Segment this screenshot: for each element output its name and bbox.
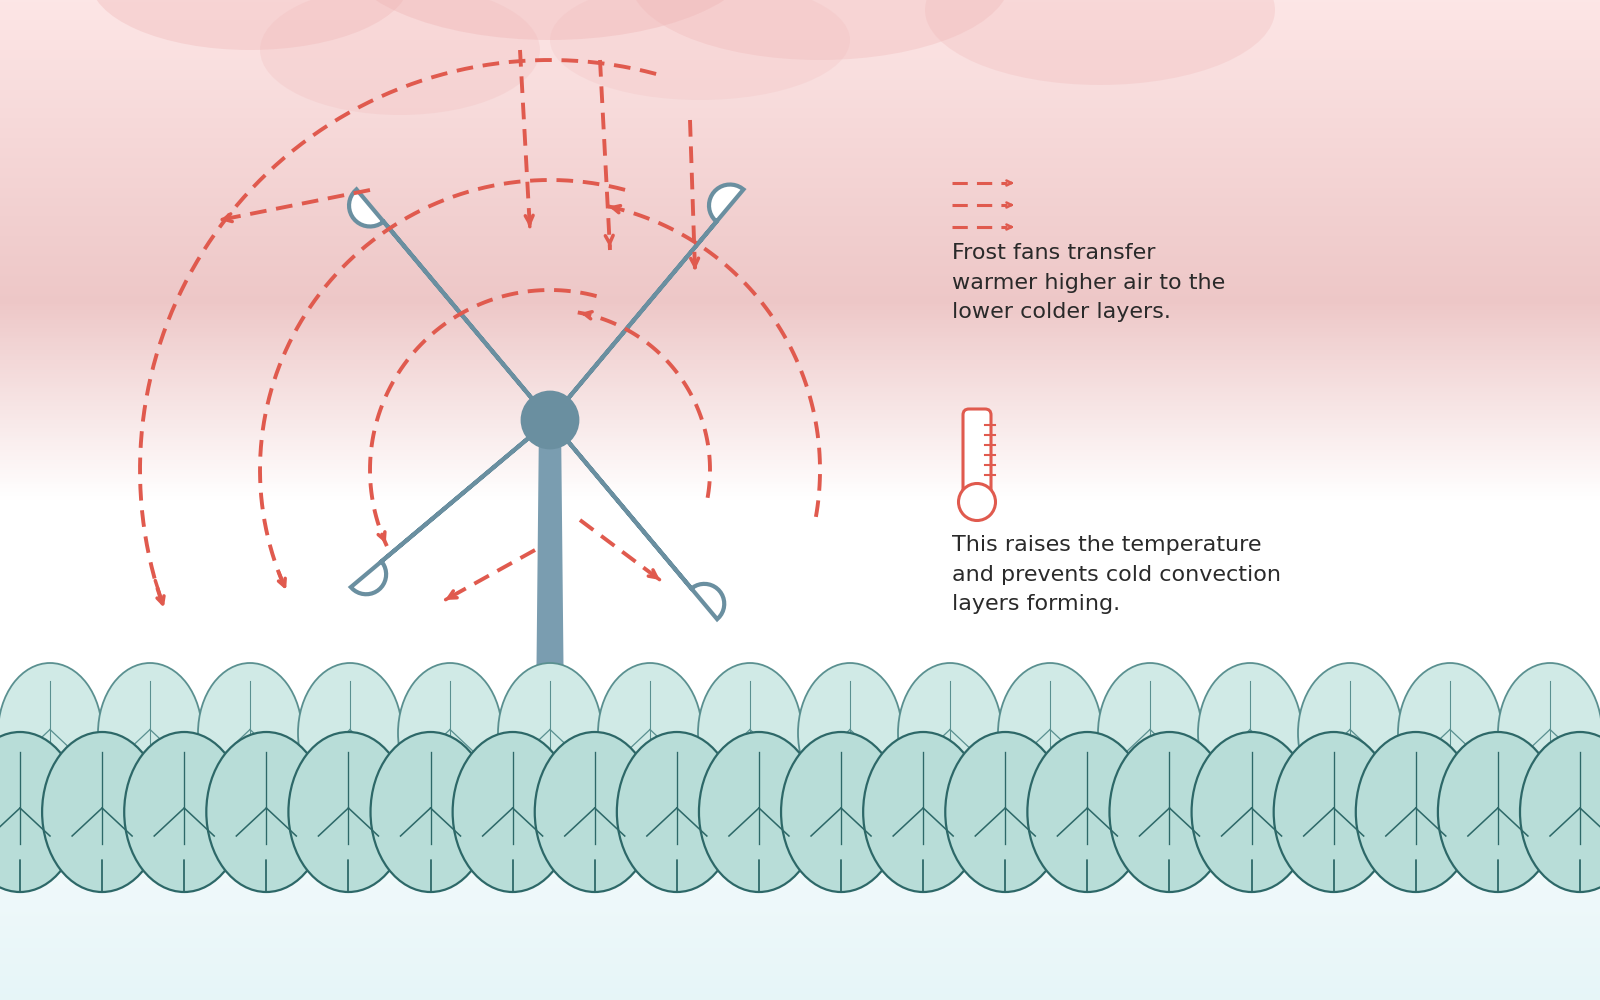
Ellipse shape — [42, 732, 162, 892]
Ellipse shape — [618, 732, 738, 892]
Ellipse shape — [1498, 663, 1600, 803]
Ellipse shape — [534, 732, 654, 892]
Ellipse shape — [125, 732, 245, 892]
Circle shape — [958, 484, 995, 520]
Polygon shape — [538, 400, 725, 619]
Ellipse shape — [1109, 732, 1229, 892]
Ellipse shape — [1198, 663, 1302, 803]
Ellipse shape — [550, 0, 850, 100]
Ellipse shape — [699, 732, 819, 892]
Ellipse shape — [598, 663, 702, 803]
FancyBboxPatch shape — [963, 409, 990, 496]
Polygon shape — [349, 189, 563, 441]
Ellipse shape — [1438, 732, 1558, 892]
Ellipse shape — [1355, 732, 1475, 892]
Ellipse shape — [453, 732, 573, 892]
Circle shape — [522, 392, 578, 448]
Ellipse shape — [0, 663, 102, 803]
Ellipse shape — [1098, 663, 1202, 803]
Ellipse shape — [1520, 732, 1600, 892]
Ellipse shape — [198, 663, 302, 803]
Ellipse shape — [998, 663, 1102, 803]
Ellipse shape — [1027, 732, 1147, 892]
Ellipse shape — [339, 0, 760, 40]
Text: This raises the temperature
and prevents cold convection
layers forming.: This raises the temperature and prevents… — [952, 535, 1282, 614]
Ellipse shape — [798, 663, 902, 803]
Ellipse shape — [946, 732, 1066, 892]
Ellipse shape — [259, 0, 541, 115]
Ellipse shape — [90, 0, 410, 50]
Ellipse shape — [925, 0, 1275, 85]
Ellipse shape — [862, 732, 982, 892]
Ellipse shape — [206, 732, 326, 892]
Polygon shape — [350, 407, 570, 594]
Ellipse shape — [1192, 732, 1312, 892]
Ellipse shape — [288, 732, 408, 892]
Ellipse shape — [398, 663, 502, 803]
Ellipse shape — [698, 663, 802, 803]
Polygon shape — [530, 185, 744, 436]
Ellipse shape — [781, 732, 901, 892]
Ellipse shape — [298, 663, 402, 803]
Text: Frost fans transfer
warmer higher air to the
lower colder layers.: Frost fans transfer warmer higher air to… — [952, 243, 1226, 322]
Ellipse shape — [1274, 732, 1394, 892]
Ellipse shape — [1298, 663, 1402, 803]
Ellipse shape — [98, 663, 202, 803]
Ellipse shape — [0, 732, 80, 892]
Ellipse shape — [498, 663, 602, 803]
Ellipse shape — [898, 663, 1002, 803]
Ellipse shape — [1398, 663, 1502, 803]
Ellipse shape — [630, 0, 1010, 60]
Polygon shape — [536, 420, 563, 715]
Ellipse shape — [371, 732, 491, 892]
